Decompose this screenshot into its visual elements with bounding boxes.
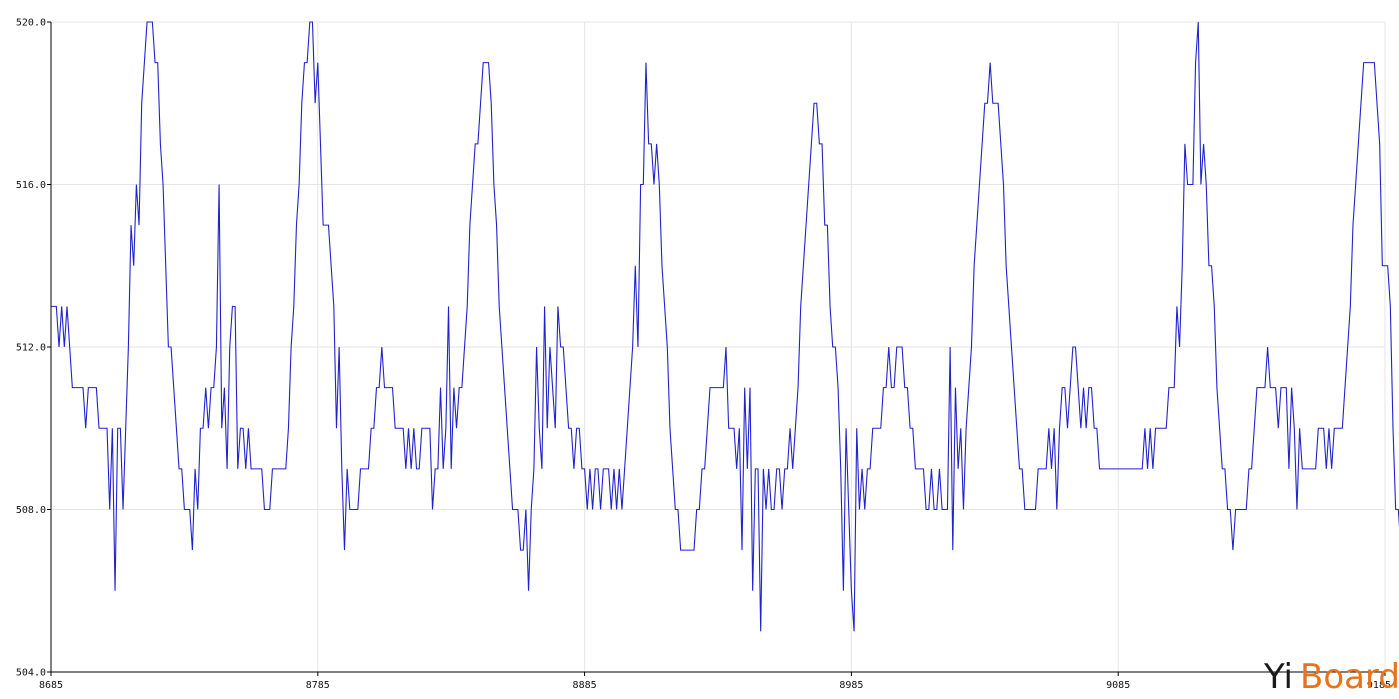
chart-grid [50, 21, 1386, 673]
x-tick-label: 8685 [39, 680, 63, 691]
series-line [51, 21, 1399, 632]
watermark-board: Board [1300, 657, 1399, 697]
y-tick-label: 512.0 [16, 343, 46, 354]
y-tick-label: 520.0 [16, 18, 46, 29]
y-tick-label: 516.0 [16, 180, 46, 191]
y-tick-label: 504.0 [16, 668, 46, 679]
x-tick-label: 9185 [1367, 680, 1391, 691]
x-tick-label: 9085 [1106, 680, 1130, 691]
x-tick-label: 8885 [573, 680, 597, 691]
chart-tick-labels: 504.0 508.0 512.0 516.0 520.0 8685 8785 8885 898… [16, 18, 1391, 692]
y-tick-label: 508.0 [16, 505, 46, 516]
chart-axes [47, 21, 1386, 676]
watermark-logo: Yi Board [1263, 657, 1399, 697]
watermark-yi: Yi [1263, 657, 1293, 697]
x-tick-label: 8785 [306, 680, 330, 691]
chart-series [51, 21, 1399, 632]
x-tick-label: 8985 [839, 680, 863, 691]
